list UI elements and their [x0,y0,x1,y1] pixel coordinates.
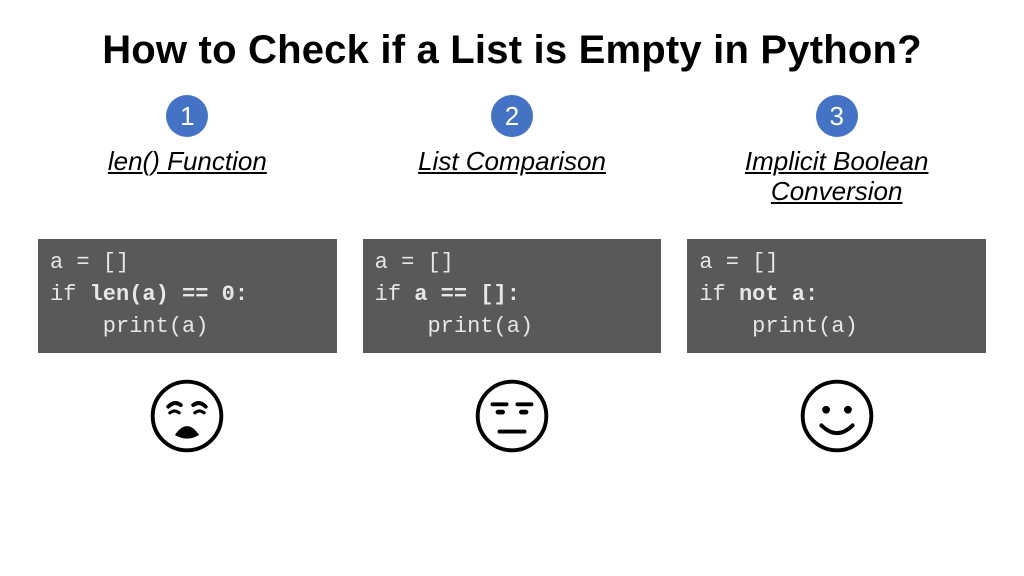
emoji-1 [38,377,337,455]
code-3-line1: a = [] [699,250,778,275]
column-3: 3 Implicit Boolean Conversion a = [] if … [687,95,986,566]
unamused-face-icon [473,377,551,455]
code-2-line2a: if [375,282,415,307]
number-badge-2: 2 [491,95,533,137]
code-1-line2a: if [50,282,90,307]
code-1-line1: a = [] [50,250,129,275]
slide: How to Check if a List is Empty in Pytho… [0,0,1024,576]
weary-face-icon [148,377,226,455]
column-1: 1 len() Function a = [] if len(a) == 0: … [38,95,337,566]
emoji-2 [363,377,662,455]
page-title: How to Check if a List is Empty in Pytho… [38,28,986,73]
code-2-line3: print(a) [375,314,533,339]
code-block-2: a = [] if a == []: print(a) [363,239,662,353]
code-3-line2b: not a: [739,282,818,307]
code-block-3: a = [] if not a: print(a) [687,239,986,353]
code-3-line2a: if [699,282,739,307]
number-badge-3: 3 [816,95,858,137]
code-block-1: a = [] if len(a) == 0: print(a) [38,239,337,353]
code-1-line3: print(a) [50,314,208,339]
column-2: 2 List Comparison a = [] if a == []: pri… [363,95,662,566]
code-2-line2b: a == []: [414,282,520,307]
code-2-line1: a = [] [375,250,454,275]
column-3-subtitle: Implicit Boolean Conversion [687,147,986,213]
smiling-face-icon [798,377,876,455]
columns: 1 len() Function a = [] if len(a) == 0: … [38,95,986,566]
column-2-subtitle: List Comparison [418,147,606,213]
emoji-3 [687,377,986,455]
column-1-subtitle: len() Function [108,147,267,213]
code-1-line2b: len(a) == 0: [90,282,248,307]
code-3-line3: print(a) [699,314,857,339]
number-badge-1: 1 [166,95,208,137]
